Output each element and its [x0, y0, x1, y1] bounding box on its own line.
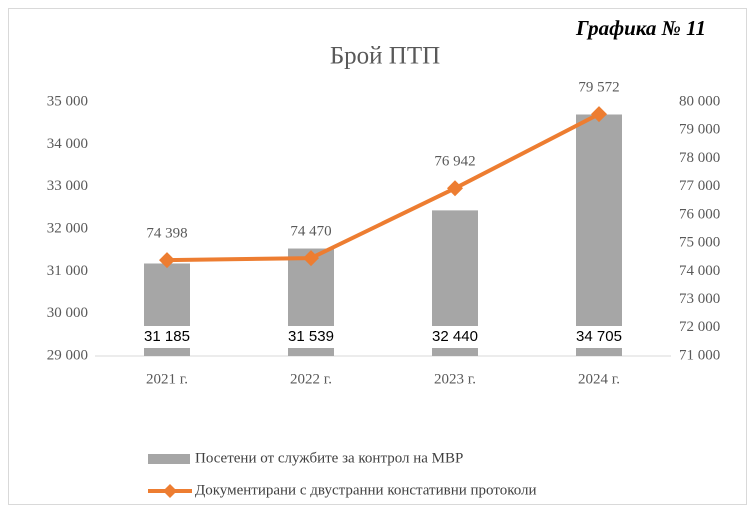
- y2-tick-label: 76 000: [679, 206, 720, 222]
- y-tick-label: 32 000: [47, 220, 88, 236]
- data-label: 79 572: [578, 80, 619, 96]
- legend-marker: [163, 484, 177, 498]
- x-tick-label: 2024 г.: [578, 371, 620, 387]
- y2-tick-label: 72 000: [679, 319, 720, 335]
- data-label: 31 539: [288, 328, 334, 345]
- x-tick-label: 2022 г.: [290, 371, 332, 387]
- y2-tick-label: 74 000: [679, 263, 720, 279]
- annotation: Графика № 11: [575, 16, 706, 40]
- marker: [447, 180, 463, 197]
- y-tick-label: 33 000: [47, 178, 88, 194]
- y-tick-label: 31 000: [47, 263, 88, 279]
- marker: [159, 252, 175, 269]
- data-label-background: [137, 326, 197, 348]
- y-tick-label: 34 000: [47, 136, 88, 152]
- data-label: 74 398: [146, 226, 187, 242]
- data-label-background: [281, 326, 341, 348]
- y2-tick-label: 77 000: [679, 178, 720, 194]
- chart-frame: [8, 8, 747, 505]
- data-label: 32 440: [432, 328, 478, 345]
- data-label: 74 470: [290, 224, 331, 240]
- y2-tick-label: 75 000: [679, 235, 720, 251]
- y2-tick-label: 73 000: [679, 291, 720, 307]
- annotation-background: [528, 12, 716, 46]
- x-tick-label: 2021 г.: [146, 371, 188, 387]
- legend-label: Документирани с двустранни констативни п…: [195, 482, 537, 498]
- legend-label: Посетени от службите за контрол на МВР: [195, 450, 463, 466]
- data-label: 31 185: [144, 328, 190, 345]
- y-tick-label: 30 000: [47, 305, 88, 321]
- data-label: 76 942: [434, 154, 475, 170]
- data-label-background: [569, 326, 629, 348]
- marker: [591, 106, 607, 123]
- bar: [576, 114, 622, 356]
- y2-tick-label: 78 000: [679, 150, 720, 166]
- marker: [303, 250, 319, 267]
- chart-title: Брой ПТП: [330, 43, 440, 70]
- y2-tick-label: 79 000: [679, 122, 720, 138]
- x-tick-label: 2023 г.: [434, 371, 476, 387]
- y-tick-label: 29 000: [47, 347, 88, 363]
- legend-swatch: [148, 454, 190, 464]
- y2-tick-label: 80 000: [679, 93, 720, 109]
- y2-tick-label: 71 000: [679, 347, 720, 363]
- data-label: 34 705: [576, 328, 622, 345]
- y-tick-label: 35 000: [47, 93, 88, 109]
- data-label-background: [425, 326, 485, 348]
- line: [166, 112, 600, 263]
